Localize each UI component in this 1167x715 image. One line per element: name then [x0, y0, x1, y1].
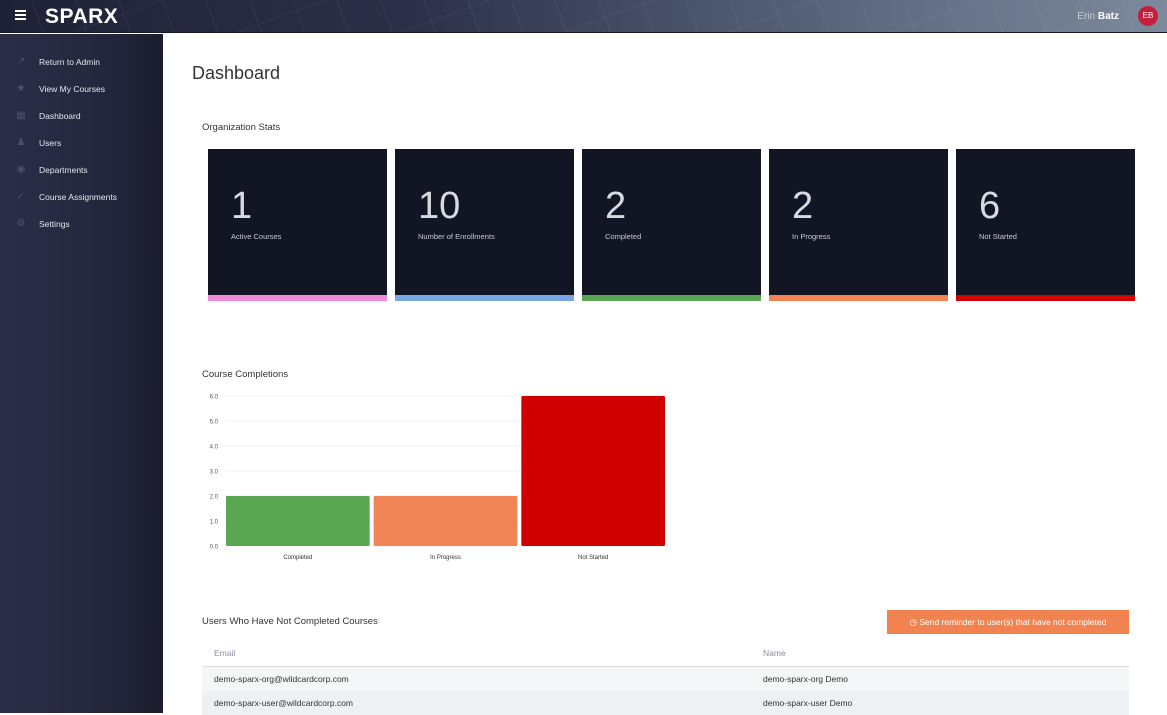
- stat-label: Completed: [605, 232, 642, 241]
- bar-completed: [226, 496, 370, 546]
- table-row[interactable]: demo-sparx-user@wildcardcorp.com demo-spa…: [202, 691, 1129, 715]
- bar-not-started: [521, 396, 665, 546]
- user-email: demo-sparx-org@wildcardcorp.com: [214, 674, 349, 684]
- avatar[interactable]: EB: [1138, 6, 1158, 26]
- page-title: Dashboard: [192, 63, 281, 83]
- star-icon: ★: [16, 82, 26, 94]
- sidebar-item-label: Course Assignments: [39, 191, 117, 202]
- people-icon: ♟: [16, 136, 26, 148]
- y-tick-label: 2.0: [210, 495, 219, 501]
- course-completions-title: Course Completions: [202, 369, 289, 380]
- stat-value: 2: [792, 185, 814, 227]
- stat-value: 6: [979, 185, 1001, 227]
- course-completions-chart: 0.0 1.0 2.0 3.0 4.0 5.0 6.0 Completed In Progres…: [210, 395, 668, 561]
- y-tick-label: 3.0: [210, 470, 219, 476]
- external-link-icon: ↗: [16, 55, 26, 67]
- column-email: Email: [214, 648, 236, 658]
- sidebar-item-departments[interactable]: ◉ Departments: [0, 156, 163, 183]
- sidebar-item-label: Users: [39, 137, 62, 148]
- bar-in-progress: [373, 496, 518, 546]
- check-icon: ✓: [16, 190, 26, 202]
- column-name: Name: [763, 648, 786, 658]
- stat-card: 6 Not Started: [956, 149, 1135, 301]
- dashboard-icon: ▦: [16, 109, 26, 121]
- stat-value: 1: [231, 185, 253, 227]
- menu-icon[interactable]: [15, 10, 26, 22]
- stat-label: Not Started: [979, 232, 1017, 241]
- sidebar-item-course-assignments[interactable]: ✓ Course Assignments: [0, 183, 163, 210]
- stat-card: 1 Active Courses: [208, 149, 387, 301]
- stat-value: 2: [605, 185, 627, 227]
- sidebar-item-label: Return to Admin: [39, 56, 100, 67]
- clock-icon: ◷: [909, 617, 917, 627]
- x-tick-label: Not Started: [578, 555, 608, 561]
- x-tick-label: Completed: [283, 555, 312, 561]
- org-stats-title: Organization Stats: [202, 122, 281, 133]
- stat-card: 10 Number of Enrollments: [395, 149, 574, 301]
- y-tick-label: 1.0: [210, 520, 219, 526]
- sidebar-item-dashboard[interactable]: ▦ Dashboard: [0, 102, 163, 129]
- table-header: Email Name: [202, 640, 1129, 667]
- x-tick-label: In Progress: [430, 555, 461, 561]
- departments-icon: ◉: [16, 163, 26, 175]
- user-name-cell: demo-sparx-org Demo: [763, 674, 849, 684]
- sidebar-item-label: Settings: [39, 218, 70, 229]
- sidebar-item-label: Departments: [39, 164, 88, 175]
- send-reminder-button[interactable]: ◷ Send reminder to user(s) that have not…: [887, 610, 1129, 634]
- stat-card: 2 In Progress: [769, 149, 948, 301]
- sidebar-item-view-my-courses[interactable]: ★ View My Courses: [0, 75, 163, 102]
- sidebar-item-label: View My Courses: [39, 83, 105, 94]
- sidebar-item-return-to-admin[interactable]: ↗ Return to Admin: [0, 48, 163, 75]
- stat-card: 2 Completed: [582, 149, 761, 301]
- logo: SPARX: [45, 5, 119, 28]
- y-tick-label: 4.0: [210, 445, 219, 451]
- sidebar-item-users[interactable]: ♟ Users: [0, 129, 163, 156]
- gear-icon: ⚙: [16, 217, 26, 229]
- stat-label: Active Courses: [231, 232, 282, 241]
- stat-label: Number of Enrollments: [418, 232, 495, 241]
- stat-label: In Progress: [792, 232, 831, 241]
- table-row[interactable]: demo-sparx-org@wildcardcorp.com demo-spar…: [202, 667, 1129, 691]
- top-header: [0, 0, 1167, 33]
- stat-value: 10: [418, 185, 461, 227]
- sidebar: ↗ Return to Admin ★ View My Courses ▦ Dashboa…: [0, 34, 163, 713]
- sidebar-item-label: Dashboard: [39, 110, 81, 121]
- user-name[interactable]: Erin Batz: [1077, 11, 1119, 22]
- users-table-title: Users Who Have Not Completed Courses: [202, 616, 378, 627]
- y-tick-label: 0.0: [210, 545, 219, 551]
- y-tick-label: 6.0: [210, 395, 219, 401]
- user-name-cell: demo-sparx-user Demo: [763, 698, 853, 708]
- sidebar-item-settings[interactable]: ⚙ Settings: [0, 210, 163, 237]
- y-tick-label: 5.0: [210, 420, 219, 426]
- user-email: demo-sparx-user@wildcardcorp.com: [214, 698, 354, 708]
